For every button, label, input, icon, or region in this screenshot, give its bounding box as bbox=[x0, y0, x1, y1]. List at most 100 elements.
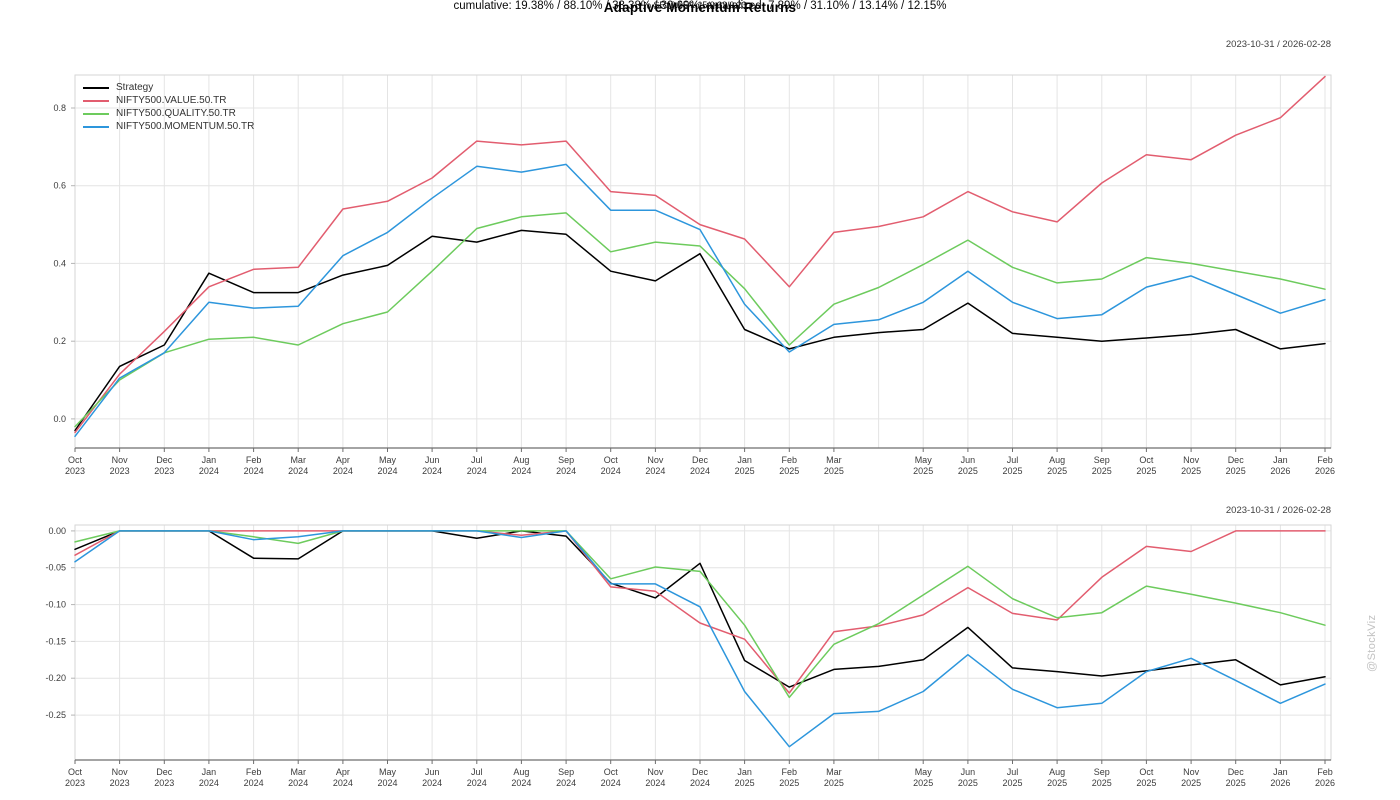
x-tick-label: Jul 2025 bbox=[1002, 455, 1022, 476]
panel-cumulative-returns: 0.0 0.2 0.4 0.6 0.8 Oct 2023 Nov 2023 Dec 2023 Jan 2… bbox=[53, 74, 1335, 476]
plot-border bbox=[74, 74, 1332, 449]
x-tick-label: Dec 2023 bbox=[154, 767, 174, 788]
plot-border bbox=[74, 524, 1332, 761]
x-tick-label: Oct 2024 bbox=[601, 455, 621, 476]
y-tick-label: 0.00 bbox=[48, 526, 66, 536]
x-tick-label: Feb 2026 bbox=[1315, 455, 1335, 476]
x-tick-label: Dec 2025 bbox=[1226, 455, 1246, 476]
x-tick-label: Nov 2023 bbox=[110, 767, 130, 788]
x-tick-label: Sep 2025 bbox=[1092, 455, 1112, 476]
cumulative-annualized-stats: cumulative: 19.38% / 88.10% / 33.38% / 3… bbox=[453, 0, 947, 12]
x-tick-label: Feb 2025 bbox=[779, 767, 799, 788]
gridlines bbox=[74, 525, 1331, 760]
x-tick-label: Mar 2024 bbox=[288, 455, 308, 476]
date-range-label-top: 2023-10-31 / 2026-02-28 bbox=[1225, 39, 1331, 50]
x-tick-label: May 2024 bbox=[377, 455, 397, 476]
series-line-nifty500-quality-50-tr bbox=[74, 212, 1326, 428]
x-tick-label: Dec 2023 bbox=[154, 455, 174, 476]
x-tick-label: Dec 2024 bbox=[690, 455, 710, 476]
x-tick-label: Oct 2025 bbox=[1136, 455, 1156, 476]
x-tick-label: Mar 2025 bbox=[824, 455, 844, 476]
legend-line-swatch bbox=[83, 125, 109, 128]
x-tick-label: May 2024 bbox=[377, 767, 397, 788]
series-line-nifty500-value-50-tr bbox=[74, 530, 1326, 694]
series-line-nifty500-momentum-50-tr bbox=[74, 163, 1326, 438]
x-tick-label: Apr 2024 bbox=[333, 767, 353, 788]
x-tick-label: Mar 2024 bbox=[288, 767, 308, 788]
x-tick-label: Nov 2024 bbox=[645, 767, 665, 788]
x-tick-label: Jun 2024 bbox=[422, 455, 442, 476]
x-tick-label: May 2025 bbox=[913, 767, 933, 788]
x-tick-label: Jan 2024 bbox=[199, 767, 219, 788]
y-tick-label: -0.10 bbox=[45, 600, 66, 610]
x-tick-label: Aug 2025 bbox=[1047, 455, 1067, 476]
y-tick-label: -0.05 bbox=[45, 563, 66, 573]
y-tick-label: -0.20 bbox=[45, 673, 66, 683]
x-tick-label: Mar 2025 bbox=[824, 767, 844, 788]
x-tick-label: Oct 2023 bbox=[65, 767, 85, 788]
x-tick-label: Jul 2024 bbox=[467, 455, 487, 476]
x-tick-label: Jan 2026 bbox=[1270, 455, 1290, 476]
gridlines bbox=[74, 75, 1331, 448]
x-tick-label: Dec 2025 bbox=[1226, 767, 1246, 788]
y-tick-label: 0.0 bbox=[53, 414, 66, 424]
x-tick-label: Jan 2025 bbox=[735, 455, 755, 476]
x-tick-label: Sep 2025 bbox=[1092, 767, 1112, 788]
x-tick-label: Jan 2026 bbox=[1270, 767, 1290, 788]
x-tick-label: May 2025 bbox=[913, 455, 933, 476]
x-tick-label: Nov 2024 bbox=[645, 455, 665, 476]
x-tick-label: Feb 2025 bbox=[779, 455, 799, 476]
legend-item-nifty500-momentum-50-tr: NIFTY500.MOMENTUM.50.TR bbox=[83, 120, 254, 133]
x-axis-labels: Oct 2023 Nov 2023 Dec 2023 Jan 2024 Feb 2024 Mar 20… bbox=[65, 760, 1335, 788]
y-tick-label: 0.2 bbox=[53, 336, 66, 346]
legend-line-swatch bbox=[83, 86, 109, 89]
x-tick-label: Aug 2024 bbox=[511, 455, 531, 476]
y-tick-label: -0.15 bbox=[45, 636, 66, 646]
legend-item-nifty500-quality-50-tr: NIFTY500.QUALITY.50.TR bbox=[83, 107, 254, 120]
legend-label: NIFTY500.VALUE.50.TR bbox=[116, 95, 227, 106]
series-line-nifty500-quality-50-tr bbox=[74, 530, 1326, 699]
legend-line-swatch bbox=[83, 112, 109, 115]
sharpe-ratio-subtitle: SR: 0.05/1.15/0.32/0.23 bbox=[653, 0, 747, 10]
y-tick-label: -0.25 bbox=[45, 710, 66, 720]
legend: Strategy NIFTY500.VALUE.50.TR NIFTY500.QUA… bbox=[83, 81, 254, 133]
x-tick-label: Aug 2024 bbox=[511, 767, 531, 788]
x-tick-label: Apr 2024 bbox=[333, 455, 353, 476]
series-line-nifty500-momentum-50-tr bbox=[74, 530, 1326, 748]
y-tick-label: 0.6 bbox=[53, 181, 66, 191]
x-tick-label: Sep 2024 bbox=[556, 455, 576, 476]
y-axis-labels: 0.0 0.2 0.4 0.6 0.8 bbox=[53, 103, 75, 424]
legend-item-strategy: Strategy bbox=[83, 81, 254, 94]
legend-line-swatch bbox=[83, 99, 109, 102]
x-tick-label: Dec 2024 bbox=[690, 767, 710, 788]
x-tick-label: Jul 2024 bbox=[467, 767, 487, 788]
x-tick-label: Jul 2025 bbox=[1002, 767, 1022, 788]
x-tick-label: Jan 2025 bbox=[735, 767, 755, 788]
stockviz-watermark: @StockViz bbox=[1366, 614, 1378, 672]
x-tick-label: Jun 2024 bbox=[422, 767, 442, 788]
x-tick-label: Feb 2026 bbox=[1315, 767, 1335, 788]
x-tick-label: Oct 2023 bbox=[65, 455, 85, 476]
legend-label: NIFTY500.MOMENTUM.50.TR bbox=[116, 121, 255, 132]
series-line-strategy bbox=[74, 229, 1326, 432]
legend-item-nifty500-value-50-tr: NIFTY500.VALUE.50.TR bbox=[83, 94, 254, 107]
x-axis-labels: Oct 2023 Nov 2023 Dec 2023 Jan 2024 Feb 2024 Mar 20… bbox=[65, 448, 1335, 476]
y-tick-label: 0.4 bbox=[53, 258, 66, 268]
page-title: Adaptive Momentum Returns bbox=[603, 0, 797, 15]
x-tick-label: Oct 2025 bbox=[1136, 767, 1156, 788]
legend-label: Strategy bbox=[116, 82, 154, 93]
x-tick-label: Aug 2025 bbox=[1047, 767, 1067, 788]
x-tick-label: Jun 2025 bbox=[958, 767, 978, 788]
x-tick-label: Oct 2024 bbox=[601, 767, 621, 788]
x-tick-label: Jan 2024 bbox=[199, 455, 219, 476]
x-tick-label: Sep 2024 bbox=[556, 767, 576, 788]
x-tick-label: Nov 2023 bbox=[110, 455, 130, 476]
panel-drawdowns: 0.00 -0.05 -0.10 -0.15 -0.20 -0.25 Oct 2023 Nov 2… bbox=[45, 524, 1335, 788]
x-tick-label: Nov 2025 bbox=[1181, 455, 1201, 476]
x-tick-label: Feb 2024 bbox=[244, 767, 264, 788]
x-tick-label: Nov 2025 bbox=[1181, 767, 1201, 788]
legend-label: NIFTY500.QUALITY.50.TR bbox=[116, 108, 236, 119]
series-line-nifty500-value-50-tr bbox=[74, 75, 1326, 434]
